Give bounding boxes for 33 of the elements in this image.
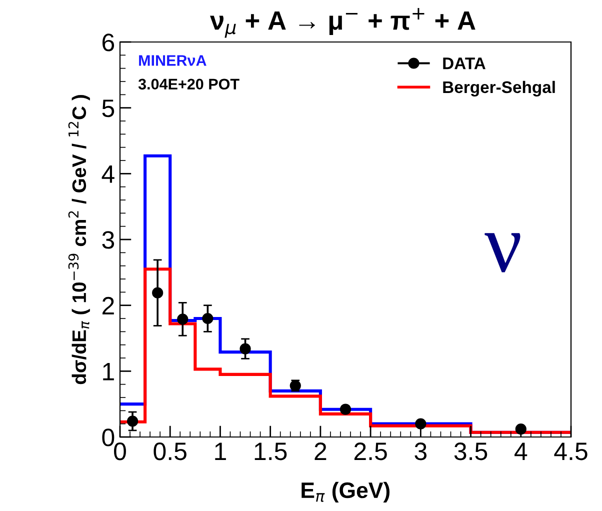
y-tick-label: 3 [102, 231, 114, 249]
x-tick-label: 4.5 [554, 442, 588, 460]
point [415, 418, 426, 430]
y-tick-label: 5 [102, 100, 114, 118]
x-tick-label: 2 [314, 442, 326, 460]
chart-title: ν$_{μ}$ + A → μ$^{−}$ + π$^{+}$ + A [210, 8, 476, 38]
annotation: ν [484, 233, 520, 272]
point [177, 314, 188, 325]
y-tick-label: 4 [102, 166, 114, 183]
x-tick-label: 1.5 [254, 442, 287, 460]
point [202, 312, 214, 324]
y-tick-label: 1 [103, 363, 114, 380]
x-tick-label: 4 [514, 442, 528, 460]
x-tick-label: 3.5 [454, 442, 488, 460]
y-tick-label: 6 [102, 34, 114, 52]
legend-label: Berger-Sehgal [443, 80, 555, 96]
x-axis-title: E$_{π}$ (GeV) [302, 482, 390, 503]
legend-label: DATA [443, 58, 486, 70]
x-tick-label: 0 [114, 442, 126, 460]
point [152, 287, 164, 298]
x-tick-label: 2.5 [354, 442, 387, 460]
text: dσ/dE$_{π}$ ( 10$^{−39}$ cm$^{2}$ / GeV / $^{12}$C ) [68, 95, 90, 384]
point [340, 404, 352, 415]
annotation: 3.04E+20 POT [138, 78, 240, 90]
annotation: MINERνA [139, 55, 206, 66]
x-tick-label: 1 [215, 442, 226, 460]
y-tick-label: 0 [102, 428, 114, 446]
point [240, 343, 251, 354]
point [126, 416, 138, 427]
x-tick-label: 0.5 [154, 442, 186, 460]
x-tick-label: 3 [414, 442, 427, 460]
y-tick-label: 2 [102, 296, 114, 314]
point [515, 424, 526, 435]
